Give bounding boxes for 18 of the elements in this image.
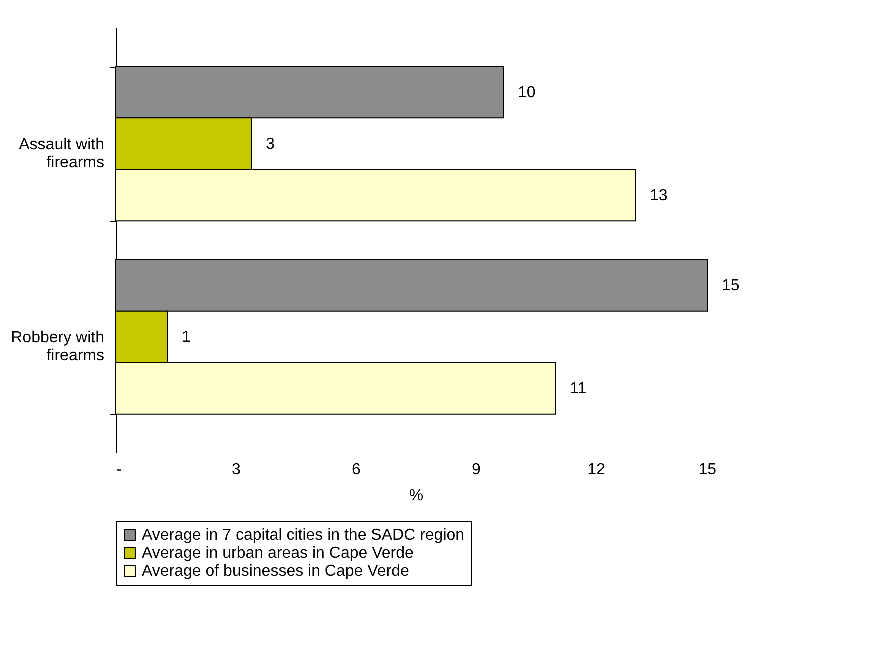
- x-tick-label: 9: [472, 462, 482, 478]
- data-label: 3: [266, 136, 275, 153]
- x-axis-title: %: [409, 488, 424, 504]
- y-tick-label: Robbery with firearms: [11, 330, 104, 365]
- data-label: 13: [650, 187, 668, 204]
- data-label: 11: [570, 380, 587, 398]
- x-tick-label: 3: [232, 462, 242, 478]
- legend-label: Average in urban areas in Cape Verde: [142, 545, 414, 562]
- data-label: 10: [518, 84, 536, 102]
- data-label: 15: [722, 278, 740, 295]
- x-tick-label: 15: [698, 462, 717, 478]
- x-tick-label: 6: [352, 462, 362, 478]
- legend-label: Average in 7 capital cities in the SADC region: [142, 527, 465, 544]
- y-tick-label: Assault with firearms: [19, 136, 104, 172]
- data-label: 1: [182, 329, 191, 346]
- x-tick-label: -: [116, 462, 122, 478]
- legend-label: Average of businesses in Cape Verde: [142, 563, 410, 580]
- x-tick-label: 12: [588, 462, 606, 478]
